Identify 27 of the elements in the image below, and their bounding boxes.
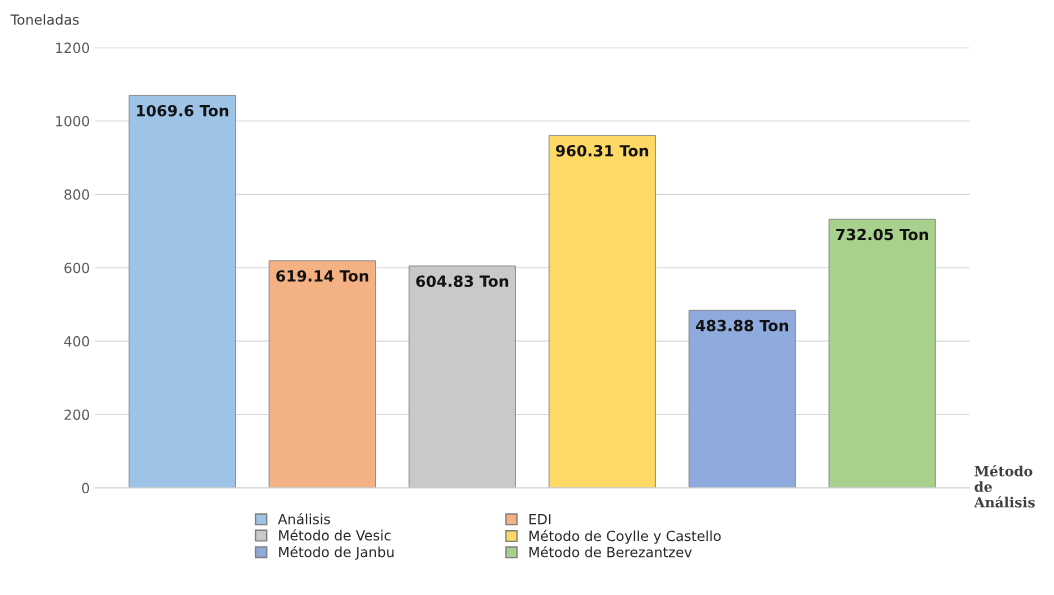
data-label: 483.88 Ton [695, 319, 789, 332]
y-tick-label: 400 [64, 336, 90, 347]
data-label: 1069.6 Ton [137, 104, 229, 117]
y-tick-label: 800 [64, 189, 90, 200]
bar [548, 135, 656, 488]
data-label: 604.83 Ton [416, 275, 509, 287]
data-label: 960.31 Ton [556, 144, 649, 157]
bar [828, 218, 936, 488]
bar [688, 309, 796, 488]
data-label: 619.14 Ton [276, 270, 369, 282]
legend-label: Método de Berezantzev [529, 546, 692, 558]
legend-label: EDI [529, 514, 551, 525]
data-label: 732.05 Ton [836, 228, 929, 241]
y-tick-label: 0 [82, 482, 90, 494]
legend-label: Método de Janbu [279, 545, 394, 560]
legend-label: Método de Vesic [279, 529, 391, 541]
bar [268, 260, 376, 488]
y-tick-label: 1200 [56, 42, 90, 54]
y-tick-label: 200 [64, 409, 90, 420]
y-tick-label: 1000 [56, 115, 90, 127]
y-axis-title: Toneladas [10, 14, 79, 25]
x-axis-title: Método de Análisis [973, 465, 1035, 508]
legend-label: Análisis [277, 513, 330, 525]
y-tick-label: 600 [64, 262, 90, 274]
bar [408, 265, 516, 488]
legend-label: Método de Coylle y Castello [529, 529, 721, 544]
bar [128, 95, 236, 488]
